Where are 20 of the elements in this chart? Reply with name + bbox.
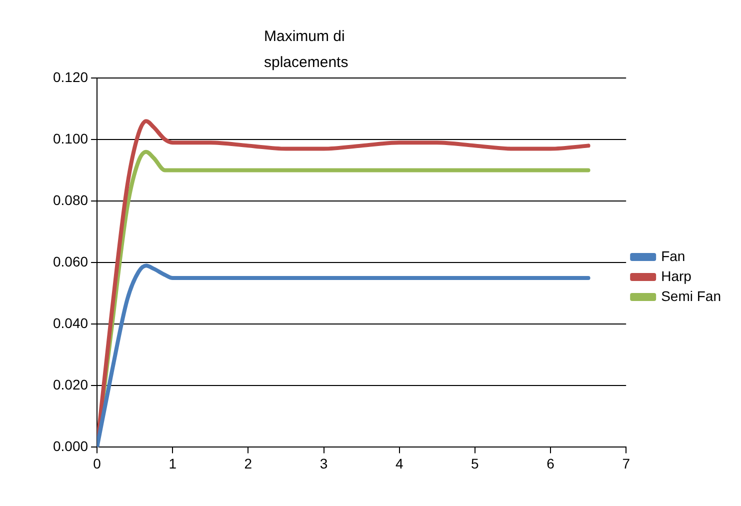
x-tick-label: 1 bbox=[168, 455, 177, 472]
y-tick-label: 0.100 bbox=[52, 130, 88, 146]
x-tick-label: 7 bbox=[622, 455, 630, 472]
line-series bbox=[97, 264, 590, 448]
x-tick-label: 0 bbox=[93, 455, 102, 472]
x-tick-label: 6 bbox=[546, 455, 555, 472]
y-tick-label: 0.120 bbox=[52, 68, 88, 85]
y-tick-label: 0.080 bbox=[52, 192, 88, 208]
y-tick-label: 0.000 bbox=[52, 438, 88, 454]
chart-title: Maximum displacements bbox=[260, 24, 356, 76]
x-tick-label: 2 bbox=[244, 455, 252, 472]
x-tick-label: 4 bbox=[395, 455, 404, 472]
legend-label: Semi Fan bbox=[661, 288, 722, 304]
x-tick-label: 5 bbox=[471, 455, 480, 472]
legend-label: Fan bbox=[661, 248, 686, 264]
legend-label: Harp bbox=[661, 268, 692, 284]
y-tick-label: 0.020 bbox=[52, 376, 88, 393]
y-tick-label: 0.060 bbox=[52, 253, 88, 270]
y-tick-label: 0.040 bbox=[52, 314, 88, 331]
x-tick-label: 3 bbox=[320, 455, 328, 472]
